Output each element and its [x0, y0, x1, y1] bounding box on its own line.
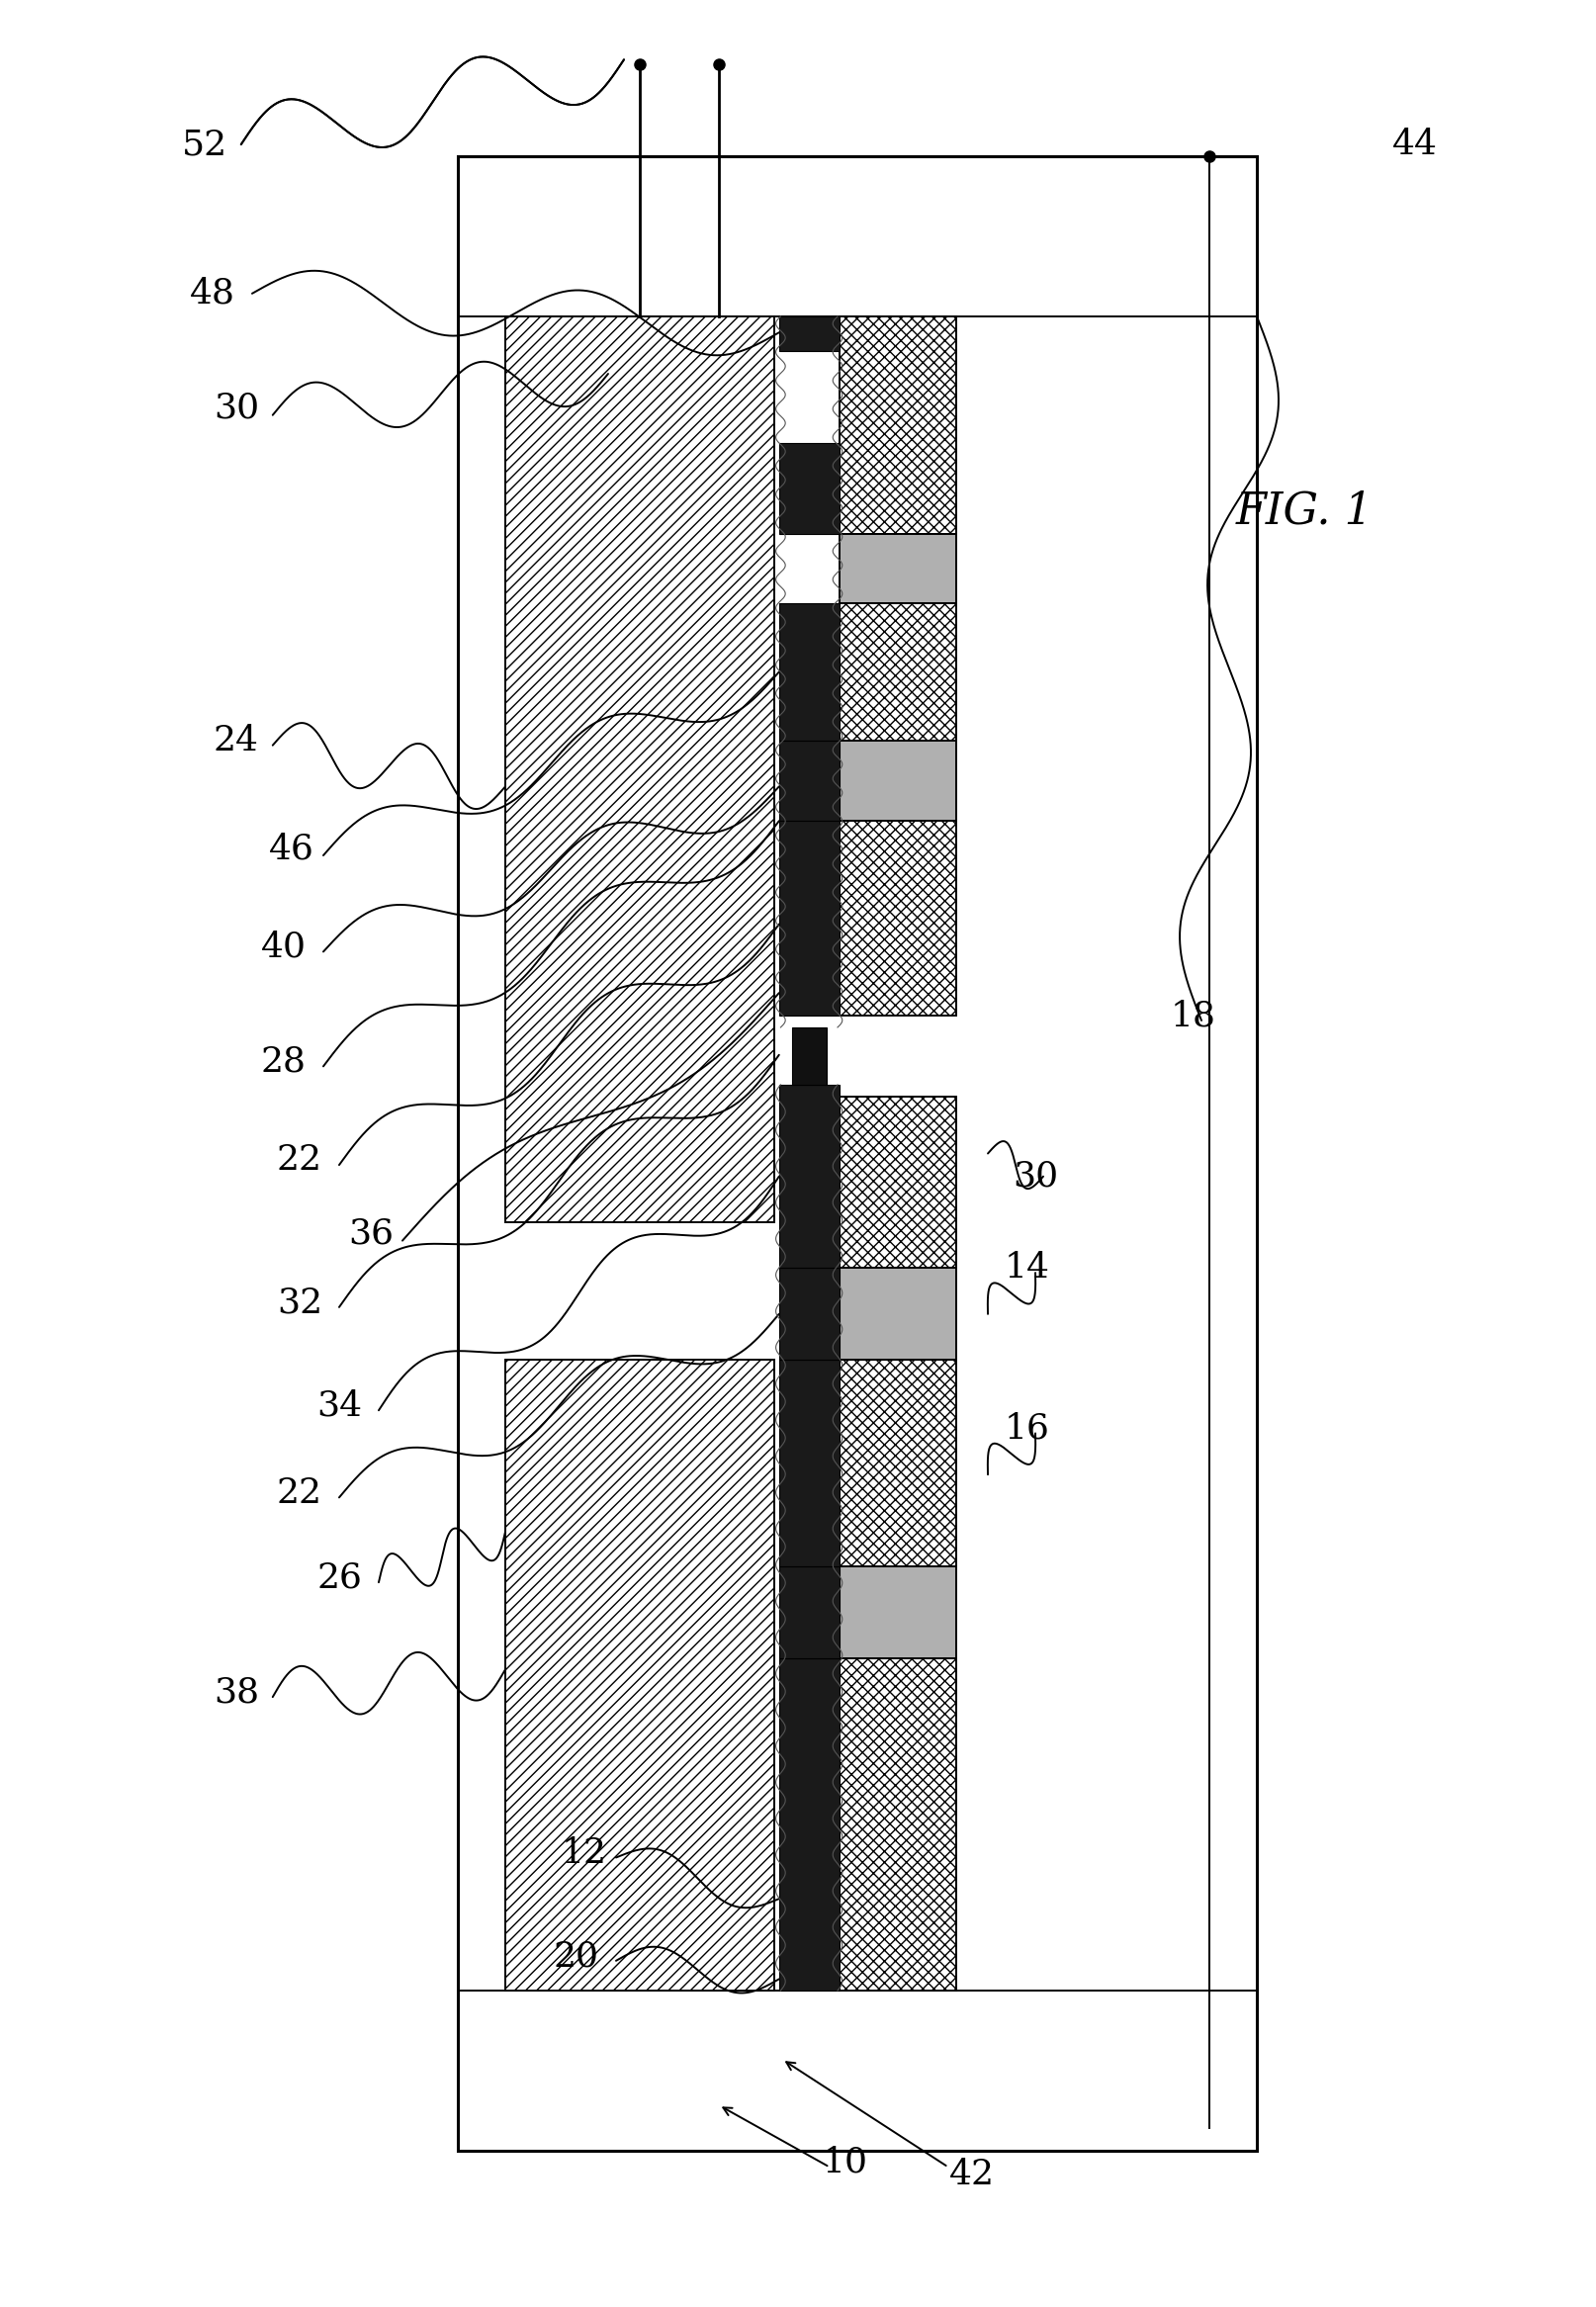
Bar — [839, 1269, 956, 1359]
Bar — [779, 1566, 839, 1659]
Bar — [458, 157, 1258, 2150]
Bar — [839, 821, 956, 1015]
Text: 38: 38 — [214, 1675, 259, 1709]
Text: 10: 10 — [822, 2146, 868, 2180]
Text: 44: 44 — [1392, 127, 1438, 161]
Text: 14: 14 — [1005, 1250, 1050, 1285]
Bar — [839, 602, 956, 741]
Bar — [779, 316, 839, 351]
Text: 16: 16 — [1005, 1412, 1050, 1446]
Bar — [792, 1027, 827, 1084]
Bar — [779, 1269, 839, 1359]
Text: 30: 30 — [1012, 1160, 1058, 1193]
Text: 12: 12 — [562, 1836, 606, 1869]
Text: 18: 18 — [1171, 999, 1216, 1034]
Text: 42: 42 — [950, 2157, 994, 2192]
Bar — [779, 1659, 839, 1991]
Text: 30: 30 — [214, 392, 259, 424]
Bar — [839, 1566, 956, 1659]
Bar — [779, 443, 839, 535]
Bar — [839, 1659, 956, 1991]
Bar — [839, 535, 956, 602]
Text: 24: 24 — [214, 724, 259, 757]
Text: 28: 28 — [262, 1045, 306, 1080]
Bar — [839, 741, 956, 821]
Bar — [779, 821, 839, 1015]
Bar — [506, 1359, 774, 1991]
Text: 52: 52 — [182, 127, 228, 161]
Text: 46: 46 — [270, 833, 314, 865]
Text: 48: 48 — [190, 277, 235, 311]
Text: 32: 32 — [276, 1285, 322, 1320]
Text: 22: 22 — [276, 1476, 322, 1509]
Text: 34: 34 — [316, 1389, 362, 1423]
Text: 36: 36 — [348, 1218, 394, 1250]
Bar — [779, 741, 839, 821]
Bar — [839, 316, 956, 535]
Bar — [779, 1084, 839, 1269]
Bar — [779, 602, 839, 741]
Text: 40: 40 — [262, 930, 306, 964]
Text: FIG. 1: FIG. 1 — [1235, 489, 1373, 533]
Text: 22: 22 — [276, 1144, 322, 1177]
Bar — [506, 316, 774, 1223]
Bar — [839, 1096, 956, 1269]
Bar — [779, 1359, 839, 1566]
Bar — [839, 1359, 956, 1566]
Text: 20: 20 — [554, 1940, 598, 1972]
Text: 26: 26 — [316, 1562, 362, 1594]
